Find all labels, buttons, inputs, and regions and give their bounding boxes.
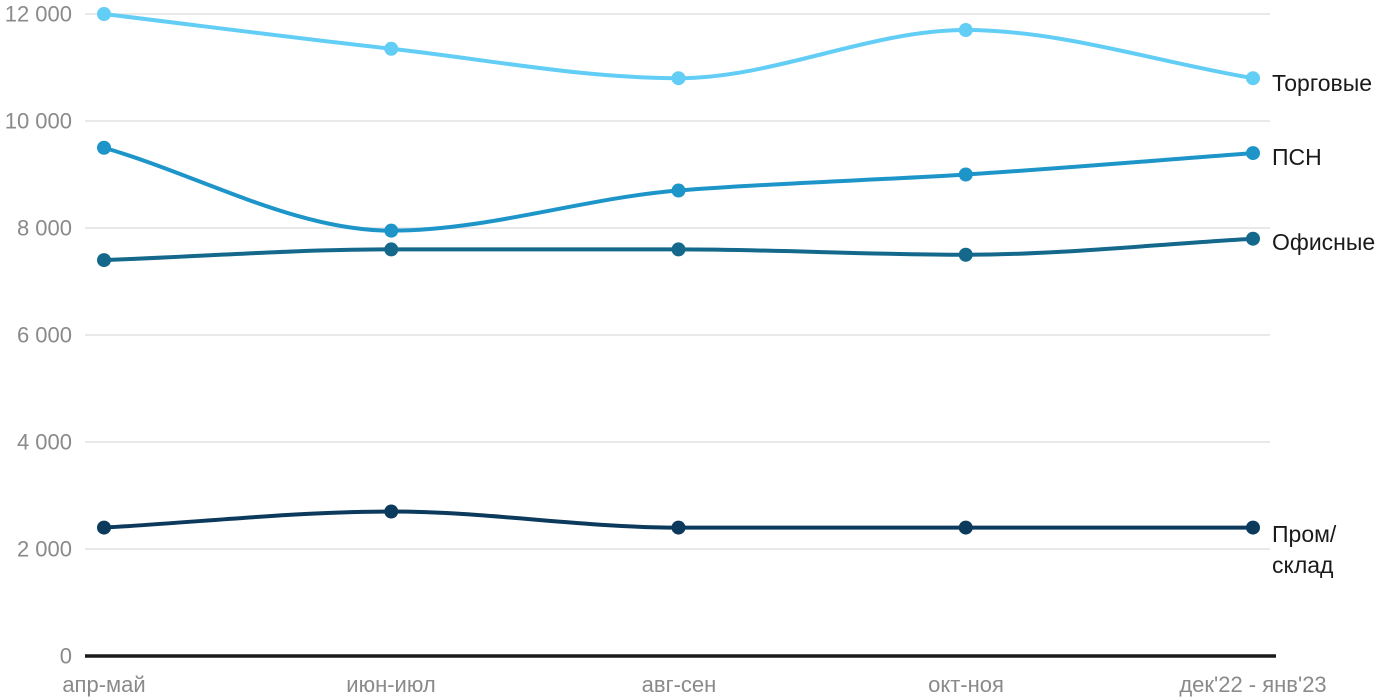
x-tick-label: июн-июл <box>346 672 435 697</box>
gridlines <box>85 13 1276 658</box>
x-tick-label: окт-ноя <box>928 672 1004 697</box>
data-point[interactable] <box>384 223 399 238</box>
data-point[interactable] <box>958 520 973 535</box>
y-tick-label: 4 000 <box>17 430 72 455</box>
y-tick-label: 8 000 <box>17 216 72 241</box>
data-point[interactable] <box>97 520 111 535</box>
data-point[interactable] <box>1246 71 1260 86</box>
x-tick-label: дек'22 - янв'23 <box>1179 672 1326 697</box>
data-point[interactable] <box>1246 520 1260 535</box>
x-tick-label: авг-сен <box>642 672 717 697</box>
series-label-prom-sklad-line1: Пром/ <box>1272 521 1337 547</box>
data-point[interactable] <box>384 504 399 519</box>
data-point[interactable] <box>958 23 973 38</box>
data-point[interactable] <box>671 520 686 535</box>
series-label-psn: ПСН <box>1272 144 1322 170</box>
y-tick-label: 0 <box>60 644 72 669</box>
x-tick-label: апр-май <box>62 672 145 697</box>
series-lines <box>97 7 1260 535</box>
y-tick-label: 6 000 <box>17 323 72 348</box>
y-tick-label: 2 000 <box>17 537 72 562</box>
data-point[interactable] <box>384 41 399 56</box>
series-line <box>102 12 1255 81</box>
data-point[interactable] <box>1246 146 1260 161</box>
series-label-prom-sklad-line2: склад <box>1272 552 1334 578</box>
series-direct-labels: Торговые ПСН Офисные Пром/ склад <box>1272 70 1375 578</box>
data-point[interactable] <box>958 167 973 182</box>
y-axis-labels: 12 000 10 000 8 000 6 000 4 000 2 000 0 <box>5 2 72 669</box>
data-point[interactable] <box>97 253 111 268</box>
data-point[interactable] <box>671 183 686 198</box>
series-label-ofisnye: Офисные <box>1272 229 1375 255</box>
x-axis-labels: апр-май июн-июл авг-сен окт-ноя дек'22 -… <box>62 672 1326 697</box>
data-point[interactable] <box>97 7 111 21</box>
data-point[interactable] <box>384 242 399 257</box>
data-point[interactable] <box>671 71 686 86</box>
data-point[interactable] <box>1246 231 1260 246</box>
data-point[interactable] <box>97 140 111 155</box>
series-label-torgovye: Торговые <box>1272 70 1372 96</box>
data-point[interactable] <box>958 247 973 262</box>
y-tick-label: 10 000 <box>5 109 72 134</box>
y-tick-label: 12 000 <box>5 2 72 27</box>
data-point[interactable] <box>671 242 686 257</box>
